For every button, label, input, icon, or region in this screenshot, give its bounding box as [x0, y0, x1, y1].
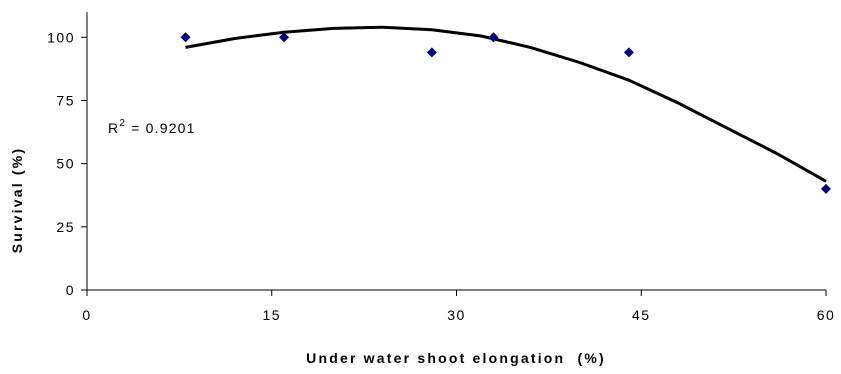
data-point: [279, 32, 290, 43]
x-tick-label: 30: [447, 307, 466, 323]
y-tick-label: 50: [56, 156, 75, 172]
x-tick-label: 45: [632, 307, 651, 323]
data-point: [821, 183, 831, 194]
y-axis-title: Survival (%): [9, 147, 25, 254]
data-point: [623, 47, 634, 58]
x-tick-label: 60: [817, 307, 836, 323]
data-point: [426, 47, 437, 58]
r2-superscript: 2: [119, 118, 126, 129]
r2-label: R: [108, 120, 119, 136]
data-point: [488, 32, 499, 43]
trendline: [185, 25, 827, 183]
y-tick-label: 100: [47, 29, 75, 45]
x-ticks: 0 15 30 45 60: [82, 290, 836, 323]
r2-value: = 0.9201: [126, 120, 196, 136]
y-tick-label: 0: [66, 282, 75, 298]
r-squared-annotation: R2 = 0.9201: [108, 118, 196, 136]
x-tick-label: 15: [262, 307, 281, 323]
y-tick-label: 25: [56, 219, 75, 235]
data-points: [180, 32, 831, 194]
data-point: [180, 32, 191, 43]
x-tick-label: 0: [82, 307, 91, 323]
x-axis-title: Under water shoot elongation (%): [306, 350, 606, 366]
axes: [86, 12, 826, 291]
y-tick-label: 75: [56, 92, 75, 108]
y-ticks: 0 25 50 75 100: [47, 29, 87, 298]
